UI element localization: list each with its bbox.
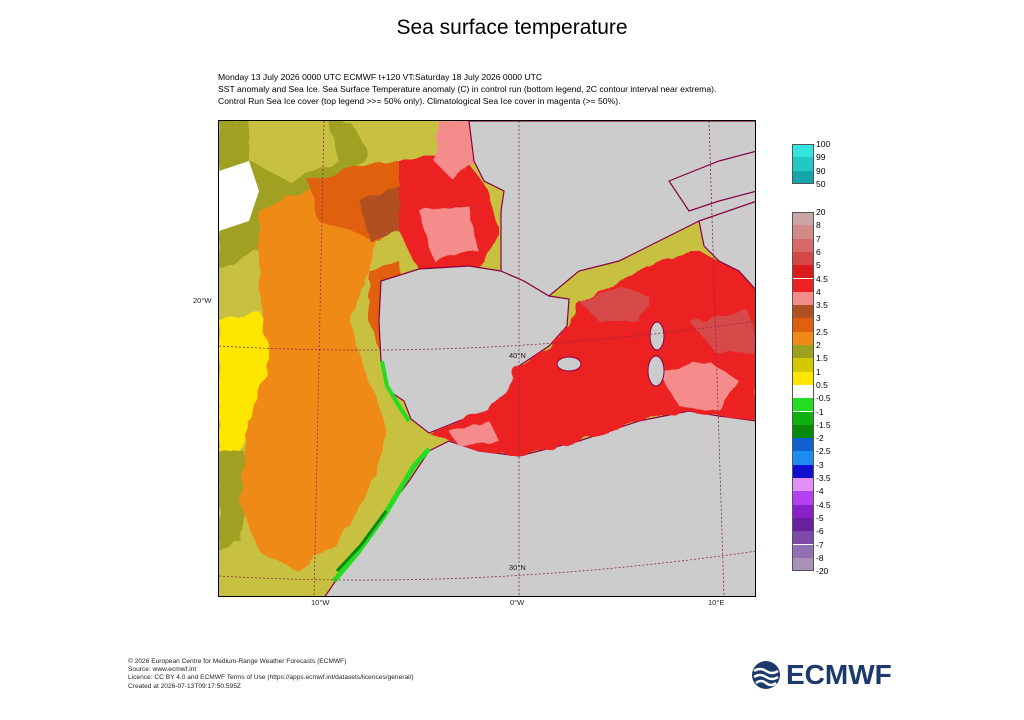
sst-legend-label: -6 [816, 526, 824, 537]
ice-legend-label: 50 [816, 178, 826, 189]
sst-legend-label: 3 [816, 313, 821, 324]
sst-legend-label: 6 [816, 246, 821, 257]
map-description: Monday 13 July 2026 0000 UTC ECMWF t+120… [218, 71, 716, 107]
sst-legend-label: -1 [816, 406, 824, 417]
italy-land [698, 201, 755, 290]
mediterranean-anomaly [429, 251, 755, 456]
lat-label-20w: 20°W [193, 296, 212, 305]
sst-legend-label: -0.5 [816, 393, 831, 404]
footer-source: Source: www.ecmwf.int [128, 666, 197, 674]
ice-legend-label: 100 [816, 139, 831, 149]
subtitle-line-ice: Control Run Sea Ice cover (top legend >>… [218, 96, 621, 106]
sst-legend-label: -20 [816, 566, 829, 577]
footer-created: Created at 2026-07-13T09:17:50.595Z [128, 682, 241, 690]
no-data-patch [219, 161, 259, 231]
sst-legend-label: -5 [816, 512, 824, 523]
sst-legend-label: 2 [816, 340, 821, 350]
lon-label-10w: 10°W [311, 598, 330, 607]
sst-legend-label: 2.5 [816, 326, 828, 337]
sst-legend-label: 4.5 [816, 273, 828, 284]
sst-legend-label: -3 [816, 459, 824, 470]
atlantic-anomaly-field [219, 121, 419, 596]
sst-legend-label: -3.5 [816, 473, 831, 483]
sst-anomaly-map[interactable] [218, 120, 756, 597]
lat-label-40n: 40°N [509, 351, 526, 360]
sst-legend-label: -2 [816, 433, 824, 444]
sst-legend-frame [792, 212, 814, 572]
sst-legend-label: 5 [816, 260, 821, 271]
sst-legend-label: 20 [816, 207, 826, 217]
sst-legend-label: 0.5 [816, 379, 828, 390]
ice-legend-label: 90 [816, 165, 826, 176]
ice-legend-frame [792, 144, 814, 184]
map-canvas [219, 121, 755, 596]
corsica-island [649, 321, 665, 351]
sst-legend-label: -8 [816, 552, 824, 563]
subtitle-line-run: Monday 13 July 2026 0000 UTC ECMWF t+120… [218, 72, 543, 82]
ecmwf-logo: ECMWF [748, 659, 898, 691]
lat-label-30n: 30°N [509, 563, 526, 572]
ecmwf-logo-icon [752, 661, 780, 689]
ecmwf-logo-text: ECMWF [786, 659, 892, 690]
footer-copyright: © 2026 European Centre for Medium-Range … [128, 658, 347, 665]
subtitle-line-field: SST anomaly and Sea Ice. Sea Surface Tem… [218, 84, 717, 94]
footer-credits: © 2026 European Centre for Medium-Range … [128, 658, 414, 691]
sst-legend-label: -7 [816, 539, 824, 550]
morocco-coastal-anomaly [332, 447, 431, 583]
footer-licence: Licence: CC BY 4.0 and ECMWF Terms of Us… [128, 674, 414, 682]
iberian-upwelling [380, 360, 411, 423]
sst-legend-label: 8 [816, 220, 821, 231]
sst-legend-label: 1 [816, 366, 821, 377]
page-title: Sea surface temperature [396, 16, 628, 39]
sst-legend-label: 4 [816, 286, 821, 297]
sardinia-island [647, 355, 665, 387]
sst-legend-label: -2.5 [816, 446, 831, 457]
sst-legend-label: 3.5 [816, 300, 828, 311]
morocco-cool-anomaly [335, 510, 388, 573]
biscay-anomaly [399, 121, 499, 271]
balearic-island [556, 356, 582, 372]
graticule [219, 121, 755, 596]
alps-land [668, 150, 755, 212]
sst-legend-label: -1.5 [816, 419, 831, 430]
lon-label-0: 0°W [510, 598, 525, 607]
lon-label-10e: 10°E [708, 598, 725, 607]
sst-legend-label: -4 [816, 486, 824, 497]
sst-legend-label: -4.5 [816, 499, 831, 510]
sst-legend-label: 7 [816, 233, 821, 244]
sst-legend-label: 1.5 [816, 353, 828, 364]
ice-legend-label: 99 [816, 152, 826, 163]
